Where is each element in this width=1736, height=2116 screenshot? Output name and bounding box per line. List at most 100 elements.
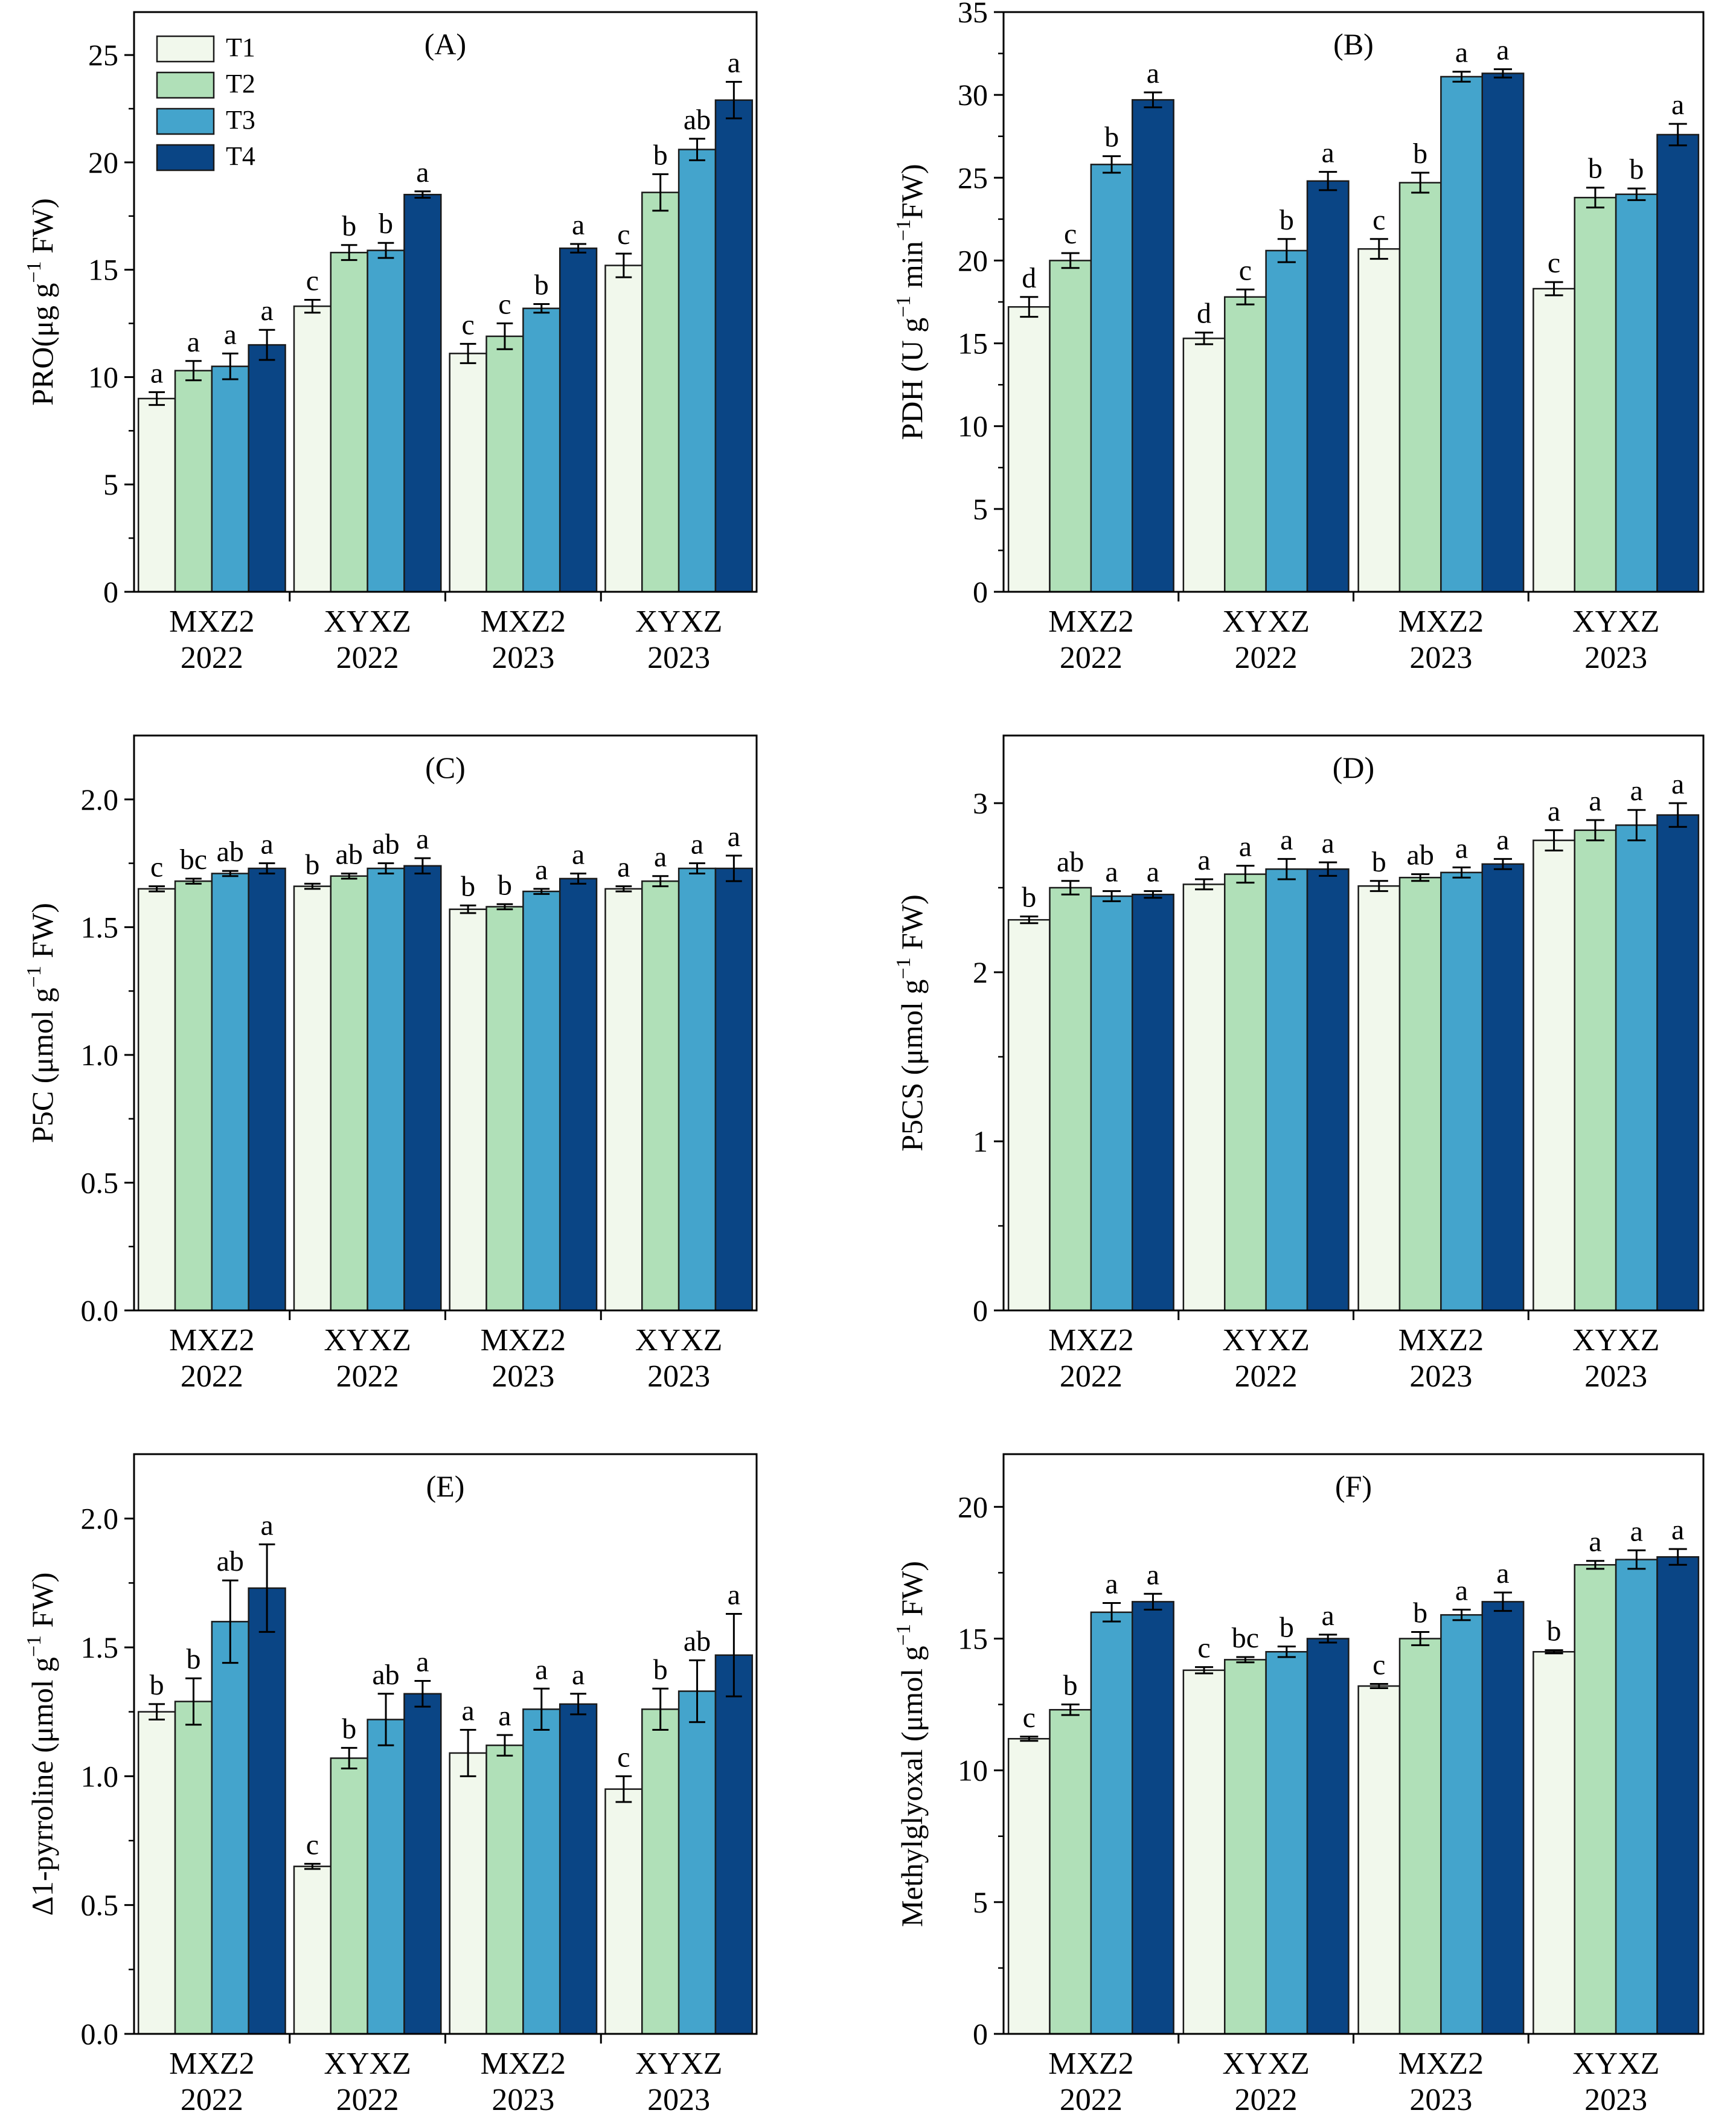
error-bar	[615, 885, 632, 893]
significance-letter: ab	[684, 104, 711, 136]
panel-label: (E)	[426, 1469, 465, 1503]
significance-letter: a	[1322, 827, 1334, 859]
error-bar	[533, 888, 550, 895]
y-axis-title-tail: FW)	[25, 198, 59, 261]
significance-letter: ab	[1057, 846, 1084, 878]
significance-letter: a	[1671, 1514, 1684, 1546]
error-bar	[258, 329, 275, 361]
error-bar	[725, 1613, 742, 1698]
y-axis-title-sup: −1	[23, 261, 45, 283]
bar-t4-4	[1656, 814, 1700, 1312]
bar-t4-3	[1481, 863, 1525, 1312]
error-bar	[1195, 1666, 1214, 1675]
bar-t2-3	[485, 335, 524, 593]
legend-swatch-t1	[156, 35, 215, 63]
y-tick-label: 20	[958, 243, 988, 277]
error-bar	[1319, 861, 1337, 877]
panel-label: (A)	[424, 27, 466, 61]
bar-t3-4	[1615, 1559, 1658, 2035]
panel-label: (D)	[1333, 751, 1374, 784]
y-axis-title-sup: −1	[892, 957, 915, 979]
significance-letter: c	[306, 1829, 319, 1861]
bar-t2-3	[485, 906, 524, 1312]
error-bar	[185, 1677, 202, 1726]
significance-letter: a	[1280, 824, 1293, 856]
error-bar	[1627, 1549, 1646, 1570]
bar-t3-3	[522, 307, 561, 593]
significance-letter: c	[1197, 1632, 1210, 1664]
error-bar	[1277, 1646, 1296, 1658]
bar-t4-4	[714, 1654, 754, 2035]
error-bar	[615, 252, 632, 278]
y-tick-label: 15	[88, 253, 118, 287]
bar-t4-1	[248, 867, 286, 1312]
significance-letter: b	[1372, 846, 1386, 878]
x-category-label: MXZ2	[1398, 1323, 1484, 1358]
bar-t3-1	[211, 365, 249, 593]
x-category-year: 2023	[492, 1359, 554, 1394]
y-tick-label: 0	[103, 575, 118, 609]
bar-t3-4	[677, 1690, 717, 2035]
y-tick-label: 10	[958, 409, 988, 443]
significance-letter: b	[1588, 153, 1603, 185]
significance-letter: c	[1023, 1702, 1036, 1734]
y-axis-title: Methylglyoxal (μmol g−1 FW)	[892, 1561, 929, 1927]
x-category-year: 2023	[1584, 2083, 1647, 2116]
legend-label-t3: T3	[226, 105, 255, 135]
significance-letter: b	[1063, 1670, 1078, 1702]
error-bar	[1545, 281, 1563, 297]
error-bar	[1061, 252, 1080, 269]
error-bar	[1452, 71, 1471, 83]
significance-letter: a	[691, 829, 703, 861]
x-category-label: XYXZ	[324, 604, 411, 639]
significance-letter: b	[461, 870, 475, 902]
significance-letter: a	[416, 156, 429, 188]
significance-letter: c	[498, 289, 511, 321]
y-tick-label: 15	[958, 327, 988, 361]
x-category-label: XYXZ	[1222, 604, 1309, 639]
significance-letter: a	[1496, 1557, 1509, 1589]
error-bar	[1369, 1683, 1388, 1689]
error-bar	[1103, 155, 1121, 174]
significance-letter: bc	[180, 844, 207, 876]
x-category-label: MXZ2	[1048, 2047, 1134, 2081]
error-bar	[377, 862, 394, 874]
significance-letter: a	[416, 823, 429, 855]
significance-letter: a	[260, 829, 273, 861]
x-category-year: 2023	[1409, 2083, 1472, 2116]
x-category-year: 2023	[1409, 641, 1472, 675]
significance-letter: a	[1671, 768, 1684, 800]
error-bar	[377, 1693, 394, 1746]
error-bar	[341, 244, 357, 261]
significance-letter: a	[1630, 1515, 1643, 1547]
error-bar	[1627, 187, 1646, 201]
significance-letter: b	[342, 1713, 356, 1745]
y-tick-label: 35	[958, 0, 988, 29]
significance-letter: c	[617, 1741, 630, 1773]
significance-letter: b	[305, 848, 319, 880]
error-bar	[414, 190, 431, 199]
bar-t4-3	[1481, 72, 1525, 593]
significance-letter: d	[1022, 262, 1036, 294]
y-axis-title-sup: −1	[23, 966, 45, 987]
y-axis-title-main: Methylglyoxal (μmol g	[895, 1646, 929, 1927]
y-axis-title: PRO(μg g−1 FW)	[23, 198, 59, 406]
significance-letter: b	[150, 1669, 164, 1701]
x-category-label: XYXZ	[635, 1323, 722, 1358]
x-category-year: 2022	[1235, 1359, 1298, 1394]
x-category-year: 2023	[1409, 1359, 1472, 1394]
significance-letter: b	[379, 208, 393, 240]
panel-label: (C)	[425, 751, 466, 784]
error-bar	[222, 870, 239, 877]
error-bar	[258, 862, 275, 874]
bar-t3-3	[1440, 871, 1484, 1312]
bar-t4-1	[248, 1587, 286, 2035]
significance-letter: c	[1064, 218, 1077, 250]
bar-t1-3	[1357, 1685, 1401, 2035]
significance-letter: a	[498, 1700, 511, 1732]
chart-panel-f: cccbbbcbaabaaaaaa05101520MXZ22022XYXZ202…	[892, 1453, 1705, 2116]
x-category-label: MXZ2	[1048, 604, 1134, 639]
error-bar	[1668, 802, 1687, 828]
significance-letter: a	[1548, 795, 1560, 827]
y-axis-title-mid: min	[895, 241, 929, 295]
